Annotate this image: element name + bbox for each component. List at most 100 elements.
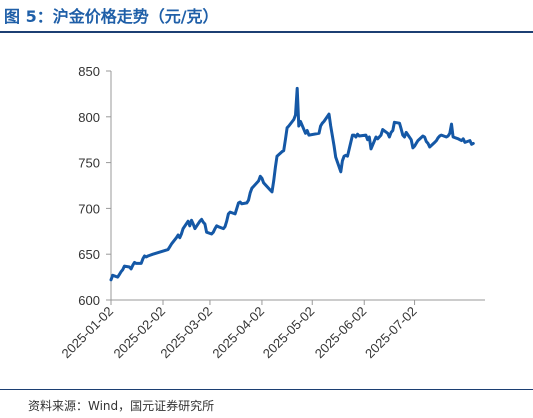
data-point xyxy=(410,139,412,141)
data-point xyxy=(304,132,307,134)
data-point xyxy=(189,225,191,227)
data-point xyxy=(447,135,449,137)
data-point xyxy=(402,134,404,136)
data-point xyxy=(340,171,342,173)
data-point xyxy=(249,192,251,194)
data-point xyxy=(237,202,240,204)
data-point xyxy=(132,264,134,266)
data-point xyxy=(296,87,298,89)
data-point xyxy=(400,128,402,130)
data-point xyxy=(452,136,454,138)
data-point xyxy=(341,160,343,162)
data-point xyxy=(112,274,114,276)
data-point xyxy=(211,233,213,235)
data-point xyxy=(356,133,359,135)
data-point xyxy=(258,180,260,182)
y-tick-label: 850 xyxy=(78,64,100,79)
data-point xyxy=(169,246,171,248)
data-point xyxy=(398,122,401,124)
x-tick-label: 2025-07-02 xyxy=(362,304,420,362)
data-point xyxy=(194,228,196,230)
data-point xyxy=(358,135,360,137)
y-tick-label: 600 xyxy=(78,293,100,308)
data-point xyxy=(167,249,169,251)
data-point xyxy=(435,140,437,142)
data-point xyxy=(368,136,370,138)
data-point xyxy=(276,155,278,157)
data-point xyxy=(118,273,120,275)
data-point xyxy=(110,279,112,281)
data-point xyxy=(331,135,333,137)
data-point xyxy=(261,177,263,179)
data-point xyxy=(135,262,137,264)
data-point xyxy=(370,148,372,150)
data-point xyxy=(375,136,377,138)
data-point xyxy=(299,120,302,122)
data-point xyxy=(380,134,382,136)
data-point xyxy=(464,141,466,143)
x-tick-label: 2025-06-02 xyxy=(312,304,370,362)
data-point xyxy=(204,223,206,225)
data-point xyxy=(288,125,290,127)
data-point xyxy=(377,138,379,140)
data-point xyxy=(378,136,380,138)
data-point xyxy=(128,266,130,268)
data-point xyxy=(284,139,286,141)
data-point xyxy=(187,220,189,222)
data-point xyxy=(123,265,125,267)
data-point xyxy=(415,142,417,144)
data-point xyxy=(330,125,332,127)
footer-divider xyxy=(0,389,533,390)
data-point xyxy=(212,231,214,233)
data-point xyxy=(318,132,320,134)
data-point xyxy=(229,211,231,213)
data-point xyxy=(133,261,136,263)
data-point xyxy=(214,228,216,230)
x-tick-label: 2025-04-02 xyxy=(209,304,267,362)
data-point xyxy=(259,175,261,177)
data-point xyxy=(335,156,337,158)
data-point xyxy=(224,226,226,228)
data-point xyxy=(388,136,390,138)
data-point xyxy=(462,138,464,140)
series-layer xyxy=(109,86,475,282)
data-point xyxy=(247,199,250,201)
data-point xyxy=(251,187,253,189)
data-point xyxy=(320,125,322,127)
data-point xyxy=(449,132,451,134)
data-point xyxy=(345,154,347,156)
data-point xyxy=(469,140,471,142)
data-point xyxy=(425,140,427,143)
data-point xyxy=(422,135,424,137)
data-point xyxy=(306,129,308,132)
data-point xyxy=(192,223,194,225)
data-point xyxy=(239,201,241,203)
data-point xyxy=(147,255,149,257)
data-point xyxy=(414,145,416,147)
data-point xyxy=(429,146,431,148)
y-tick-label: 650 xyxy=(78,247,100,262)
data-point xyxy=(140,262,142,264)
data-point xyxy=(459,139,461,141)
x-tick-label: 2025-05-02 xyxy=(260,304,318,362)
data-point xyxy=(175,237,177,239)
data-point xyxy=(182,228,184,230)
data-point xyxy=(427,142,429,144)
data-point xyxy=(392,129,394,132)
data-point xyxy=(222,228,224,230)
data-point xyxy=(253,185,255,187)
price-line xyxy=(109,86,475,282)
data-point xyxy=(199,220,201,222)
data-point xyxy=(355,136,357,138)
data-point xyxy=(412,147,414,149)
data-point xyxy=(271,191,273,193)
data-point xyxy=(390,131,392,133)
data-point xyxy=(293,118,295,121)
data-point xyxy=(321,122,323,124)
data-point xyxy=(343,155,345,157)
data-point xyxy=(269,189,271,191)
data-point xyxy=(457,138,459,140)
data-point xyxy=(226,220,228,222)
data-point xyxy=(440,134,442,136)
data-point xyxy=(179,237,181,239)
